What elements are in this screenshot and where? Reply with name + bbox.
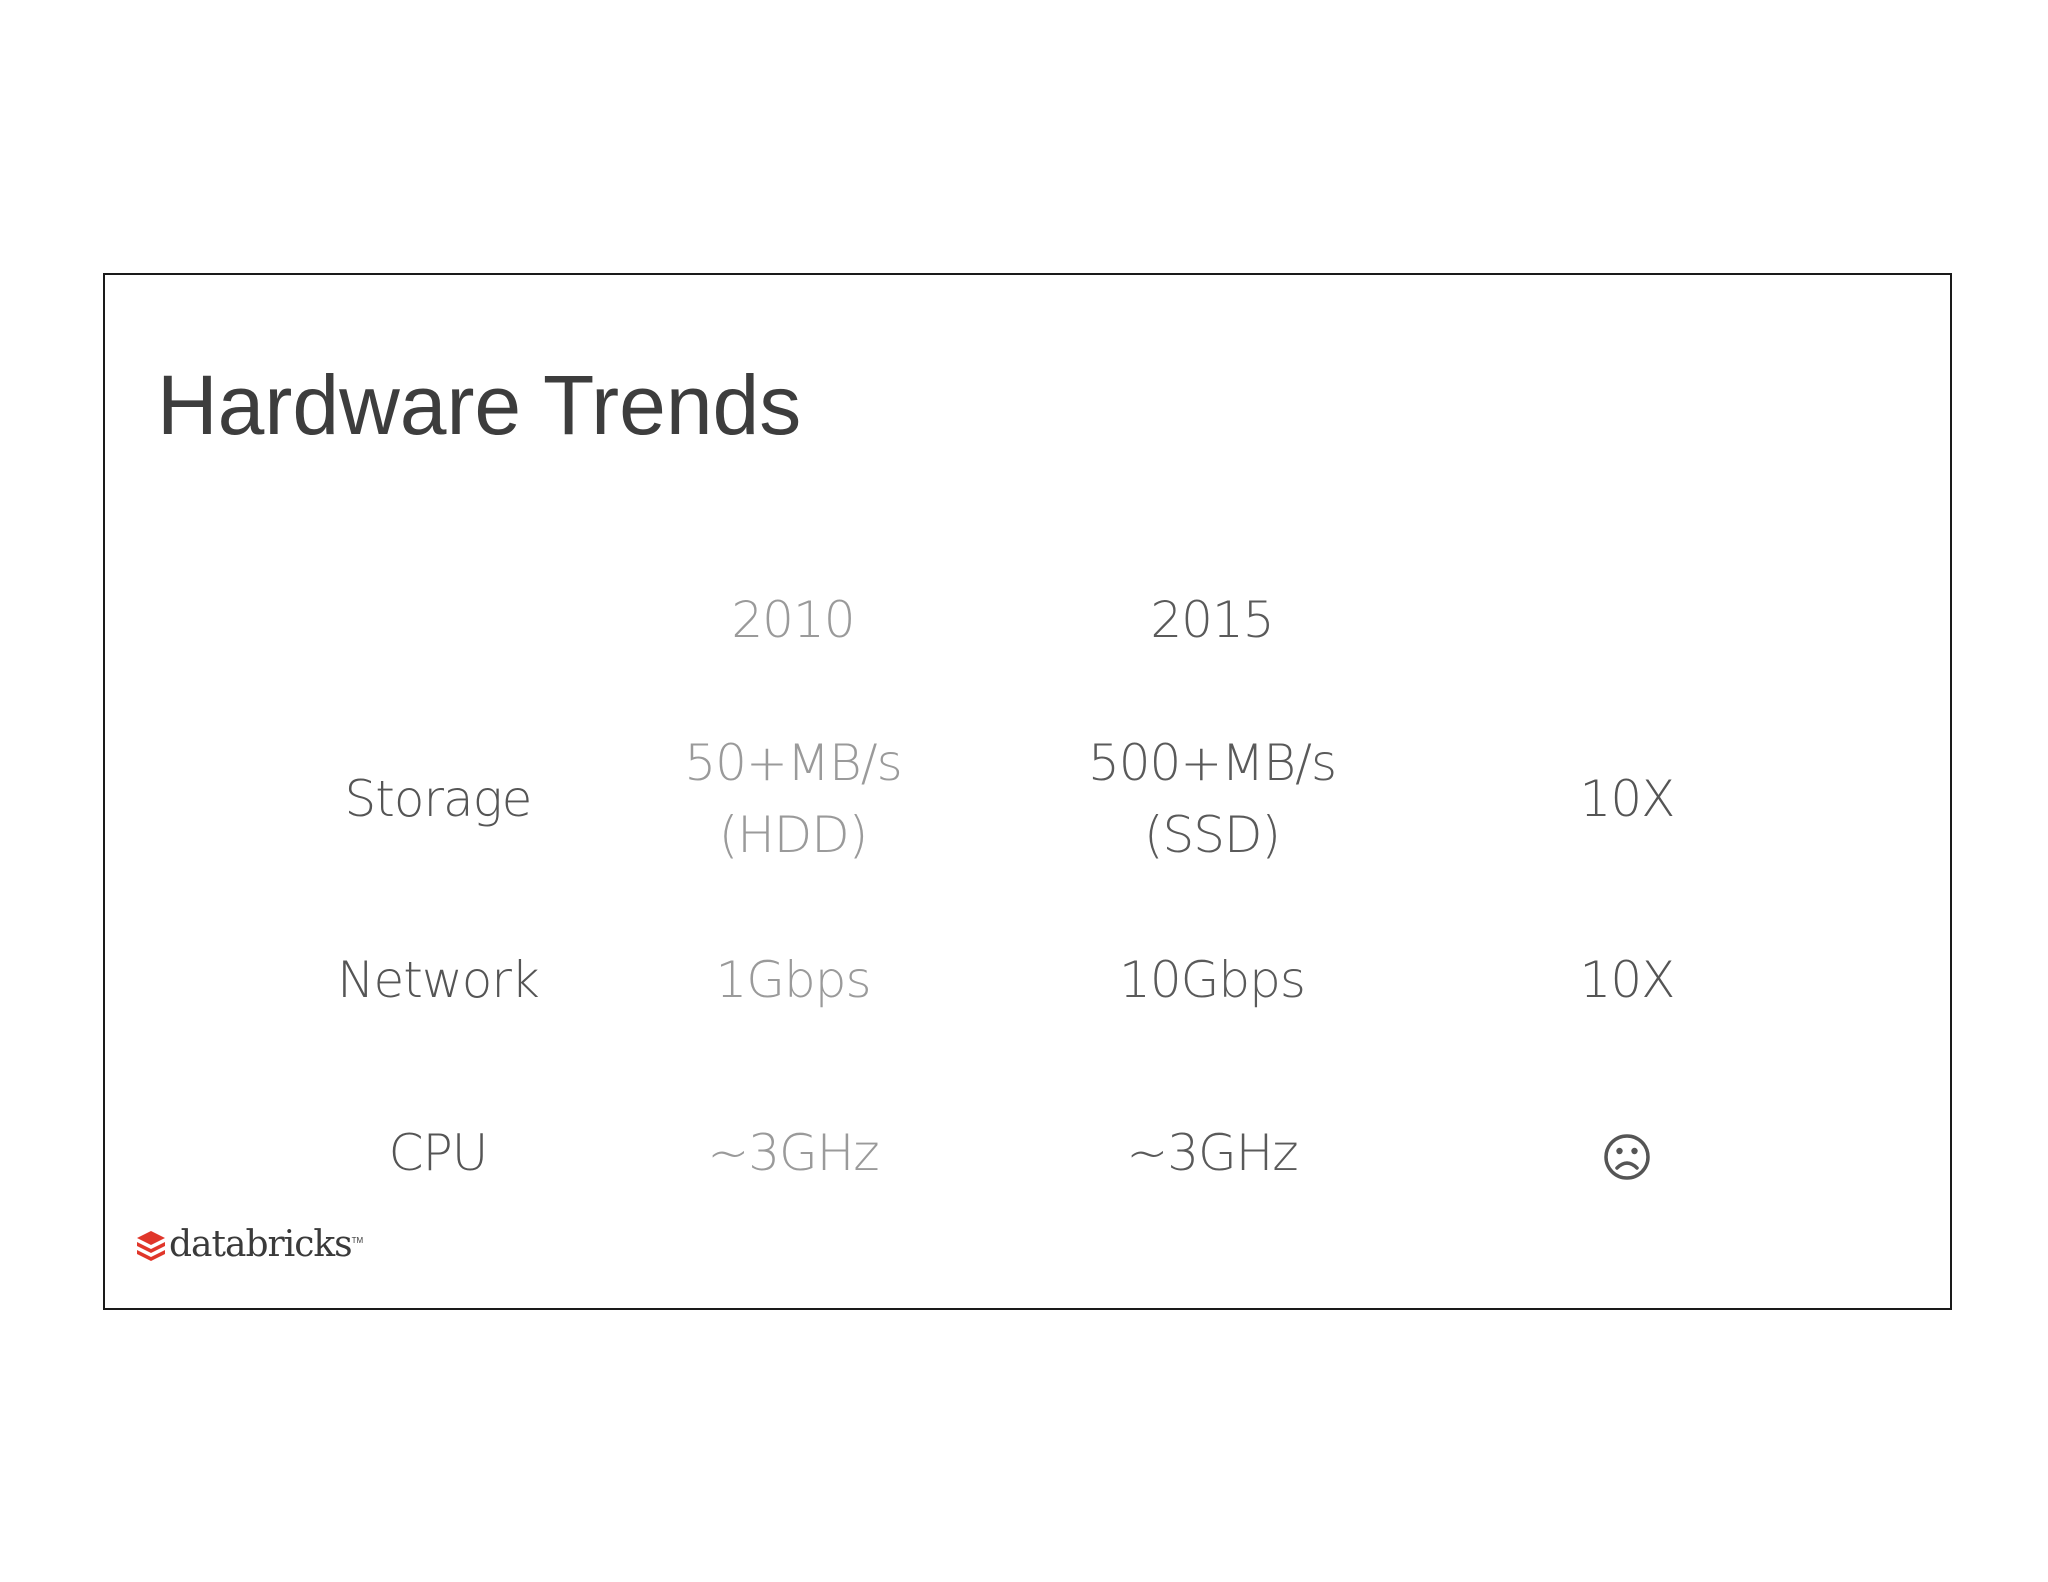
storage-2015-value: 500+MB/s (SSD) [1002, 727, 1422, 871]
row-label-storage: Storage [344, 770, 533, 828]
storage-gain: 10X [1579, 770, 1676, 828]
logo-text: databricks [169, 1224, 353, 1265]
frown-face-icon [1604, 1133, 1650, 1180]
storage-2010-type: (HDD) [718, 806, 869, 864]
network-gain: 10X [1579, 951, 1676, 1009]
cpu-2015-value: ~3GHz [1126, 1124, 1298, 1182]
storage-2010-speed: 50+MB/s [684, 734, 902, 792]
slide-frame: Hardware Trends 2010 2015 Storage 50+MB/… [103, 273, 1952, 1310]
row-label-cpu: CPU [388, 1124, 489, 1182]
cpu-2010-value: ~3GHz [707, 1124, 879, 1182]
column-header-2015: 2015 [1150, 591, 1274, 649]
storage-2015-speed: 500+MB/s [1087, 734, 1337, 792]
cpu-gain [1417, 1117, 1837, 1189]
row-label-network: Network [337, 951, 540, 1009]
network-2015-value: 10Gbps [1119, 951, 1306, 1009]
column-header-2010: 2010 [731, 591, 855, 649]
slide-title: Hardware Trends [157, 358, 802, 452]
network-2010-value: 1Gbps [715, 951, 871, 1009]
databricks-stack-icon [137, 1231, 165, 1261]
databricks-logo: databricks TM [135, 1222, 363, 1268]
storage-2015-type: (SSD) [1144, 806, 1281, 864]
storage-2010-value: 50+MB/s (HDD) [583, 727, 1003, 871]
trademark-mark: TM [351, 1236, 364, 1245]
